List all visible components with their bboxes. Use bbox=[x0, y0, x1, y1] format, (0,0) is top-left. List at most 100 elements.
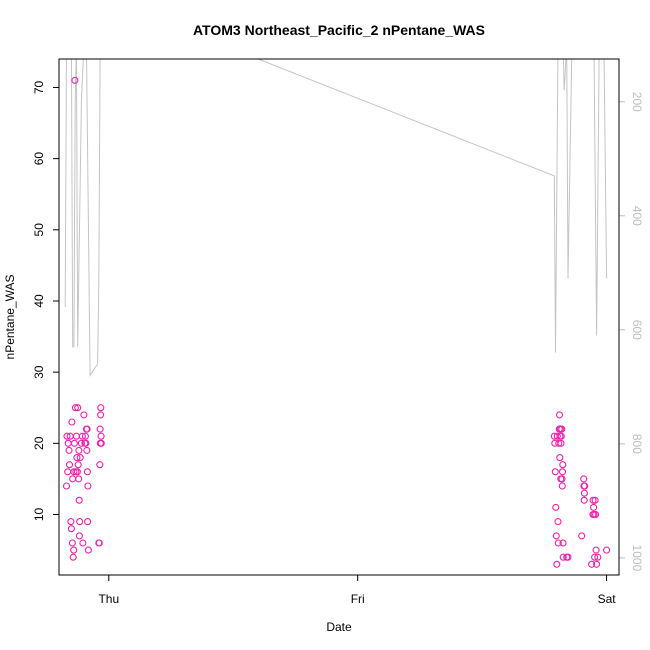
data-point bbox=[73, 454, 81, 462]
y2-tick-label: 200 bbox=[630, 92, 644, 112]
data-point bbox=[79, 539, 87, 547]
data-point bbox=[593, 560, 601, 568]
data-point bbox=[83, 446, 91, 454]
data-points-layer bbox=[62, 76, 611, 568]
data-point bbox=[62, 482, 71, 490]
data-point bbox=[78, 432, 86, 440]
x-tick-label: Sat bbox=[598, 592, 617, 606]
data-point bbox=[77, 439, 85, 447]
data-point bbox=[97, 404, 105, 412]
data-point bbox=[580, 496, 588, 504]
data-point bbox=[552, 532, 560, 540]
data-point bbox=[580, 475, 588, 483]
data-point bbox=[551, 468, 559, 476]
x-tick-label: Fri bbox=[351, 592, 365, 606]
data-point bbox=[74, 461, 82, 469]
y-tick-label: 40 bbox=[32, 294, 46, 308]
data-point bbox=[603, 546, 611, 554]
data-point bbox=[594, 553, 602, 561]
data-point bbox=[558, 482, 566, 490]
data-point bbox=[70, 468, 78, 476]
y-axis: 10 20 30 40 50 60 70 bbox=[32, 81, 59, 522]
y-tick-label: 20 bbox=[32, 436, 46, 450]
x-axis: Thu Fri Sat bbox=[98, 575, 616, 606]
data-point bbox=[95, 539, 103, 547]
data-point bbox=[70, 546, 78, 554]
data-point bbox=[558, 475, 566, 483]
y-tick-label: 70 bbox=[32, 81, 46, 95]
data-point bbox=[75, 532, 83, 540]
data-point bbox=[64, 468, 72, 476]
data-point bbox=[70, 439, 78, 447]
data-point bbox=[592, 510, 600, 519]
data-point bbox=[559, 539, 567, 547]
data-point bbox=[554, 539, 562, 547]
data-point bbox=[71, 76, 79, 84]
data-point bbox=[67, 525, 75, 533]
y2-tick-label: 1000 bbox=[630, 545, 644, 572]
data-point bbox=[65, 461, 74, 469]
data-point bbox=[564, 553, 572, 561]
data-point bbox=[68, 539, 76, 547]
data-point bbox=[64, 439, 72, 447]
data-point bbox=[84, 546, 92, 554]
data-point bbox=[96, 425, 104, 433]
data-point bbox=[589, 496, 597, 504]
data-point bbox=[553, 432, 561, 440]
data-point bbox=[557, 432, 565, 440]
data-point bbox=[97, 439, 105, 447]
data-point bbox=[74, 404, 82, 412]
data-point bbox=[82, 439, 90, 447]
data-point bbox=[559, 461, 567, 469]
data-point bbox=[75, 475, 83, 483]
data-point bbox=[555, 411, 564, 419]
y-tick-label: 50 bbox=[32, 223, 46, 237]
data-point bbox=[555, 439, 563, 447]
y-tick-label: 60 bbox=[32, 152, 46, 166]
y-tick-label: 10 bbox=[32, 508, 46, 522]
data-point bbox=[553, 560, 561, 568]
y2-tick-label: 400 bbox=[630, 206, 644, 226]
data-point bbox=[591, 553, 599, 561]
data-point bbox=[73, 468, 81, 476]
data-point bbox=[80, 411, 88, 419]
data-point bbox=[76, 454, 84, 462]
data-point bbox=[552, 503, 560, 511]
data-point bbox=[65, 446, 73, 454]
data-point bbox=[559, 553, 567, 561]
data-point bbox=[558, 425, 566, 433]
data-point bbox=[72, 432, 80, 440]
data-point bbox=[591, 496, 599, 504]
data-point bbox=[558, 468, 567, 476]
data-point bbox=[590, 503, 598, 511]
data-point bbox=[578, 532, 586, 540]
data-point bbox=[556, 454, 564, 462]
data-point bbox=[97, 432, 105, 440]
data-point bbox=[588, 560, 596, 568]
data-point bbox=[84, 482, 92, 490]
data-point bbox=[592, 546, 600, 554]
data-point bbox=[69, 553, 77, 561]
y2-tick-label: 800 bbox=[630, 434, 644, 454]
data-point bbox=[68, 418, 76, 426]
data-point bbox=[581, 482, 589, 490]
data-point bbox=[96, 461, 104, 469]
y-axis-label: nPentane_WAS bbox=[3, 275, 17, 360]
data-point bbox=[69, 475, 77, 483]
data-point bbox=[63, 432, 71, 440]
data-point bbox=[75, 496, 83, 504]
data-point bbox=[554, 518, 562, 526]
altitude-line bbox=[64, 59, 608, 378]
y2-tick-label: 600 bbox=[630, 320, 644, 340]
data-point bbox=[580, 489, 588, 497]
data-point bbox=[97, 411, 105, 419]
x-axis-label: Date bbox=[326, 620, 352, 634]
y2-axis: 200 400 600 800 1000 bbox=[619, 92, 644, 572]
data-point bbox=[83, 468, 91, 476]
chart-title: ATOM3 Northeast_Pacific_2 nPentane_WAS bbox=[193, 22, 485, 38]
data-point bbox=[83, 425, 91, 433]
data-point bbox=[84, 518, 92, 526]
altitude-line-layer bbox=[64, 59, 608, 378]
data-point bbox=[81, 432, 89, 440]
